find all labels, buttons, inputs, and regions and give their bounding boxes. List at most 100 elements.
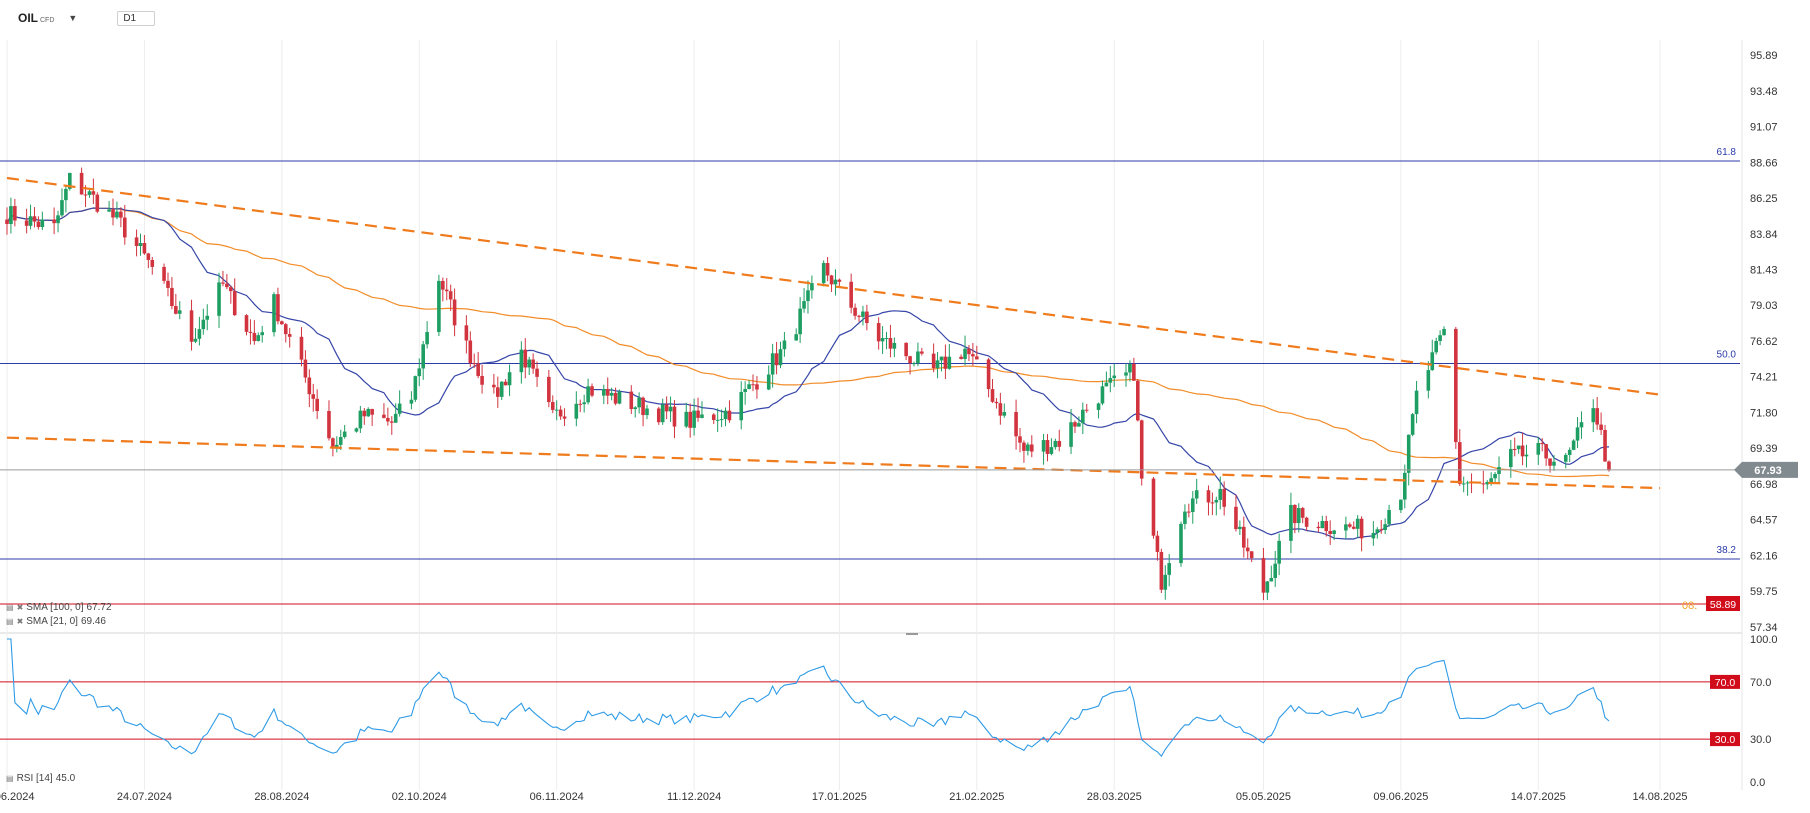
- candle-up: [778, 349, 783, 366]
- candle-down: [1304, 517, 1309, 527]
- indicator-settings-icon[interactable]: ▤: [6, 617, 14, 626]
- candle-up: [499, 381, 504, 397]
- candle-up: [87, 191, 92, 195]
- candle-up: [425, 332, 429, 345]
- x-tick-label: 05.05.2025: [1236, 791, 1291, 803]
- candle-down: [931, 353, 936, 369]
- candle-down: [998, 403, 1003, 416]
- candle-down: [331, 438, 335, 447]
- candle-up: [1100, 386, 1105, 404]
- candle-up: [1493, 473, 1497, 479]
- candle-up: [782, 340, 787, 350]
- candle-down: [1379, 529, 1384, 531]
- candle-up: [947, 356, 952, 369]
- candle-up: [519, 349, 524, 373]
- candle-down: [967, 348, 971, 355]
- candle-down: [52, 219, 56, 224]
- close-icon[interactable]: ✖: [16, 603, 24, 612]
- candle-up: [1238, 526, 1242, 530]
- candle-down: [755, 384, 759, 390]
- candle-up: [1179, 523, 1183, 564]
- candle-up: [342, 431, 347, 438]
- candle-up: [1277, 540, 1281, 564]
- candle-up: [1465, 482, 1470, 484]
- indicator-settings-icon[interactable]: ▤: [6, 603, 14, 612]
- level-time-label: 08:: [1682, 600, 1697, 612]
- candle-down: [1045, 440, 1050, 454]
- y-tick-label: 71.80: [1750, 407, 1778, 419]
- candle-down: [476, 363, 480, 376]
- candle-down: [1548, 458, 1552, 466]
- candle-up: [609, 392, 614, 396]
- x-tick-label: 28.08.2024: [254, 791, 309, 803]
- candle-down: [1155, 535, 1160, 552]
- candle-down: [986, 359, 991, 390]
- candle-down: [1022, 442, 1026, 451]
- candle-up: [358, 410, 363, 429]
- candle-down: [1512, 448, 1517, 450]
- candle-up: [60, 200, 64, 216]
- candle-up: [645, 408, 649, 416]
- candle-down: [959, 356, 963, 359]
- candle-down: [857, 315, 861, 317]
- candle-down: [252, 332, 257, 342]
- candle-up: [1567, 449, 1572, 455]
- x-tick-label: 14.08.2025: [1632, 791, 1687, 803]
- candle-down: [994, 401, 999, 404]
- candle-down: [1159, 551, 1164, 590]
- candle-up: [1461, 483, 1466, 485]
- candle-up: [115, 211, 119, 218]
- candle-down: [853, 307, 857, 316]
- rsi-level-tag: [1710, 732, 1740, 747]
- candle-up: [1375, 529, 1380, 533]
- y-tick-label: 93.48: [1750, 86, 1778, 98]
- candle-up: [1536, 443, 1541, 455]
- x-tick-label: 09.06.2025: [1373, 791, 1428, 803]
- candle-up: [335, 444, 339, 447]
- candle-down: [311, 394, 316, 399]
- rsi-level-tag: [1710, 674, 1740, 689]
- candle-up: [338, 437, 343, 445]
- candle-up: [1571, 440, 1576, 450]
- candle-up: [1442, 328, 1446, 336]
- candle-down: [1018, 436, 1022, 443]
- candle-down: [1014, 412, 1018, 437]
- candle-up: [1552, 461, 1556, 466]
- candle-up: [205, 315, 210, 320]
- indicator-settings-icon[interactable]: ▤: [6, 774, 14, 783]
- candle-down: [613, 392, 618, 404]
- candle-up: [1269, 577, 1274, 582]
- candle-down: [503, 381, 508, 386]
- timeframe-select[interactable]: D1: [117, 10, 156, 26]
- candle-up: [1320, 521, 1325, 529]
- close-icon[interactable]: ✖: [16, 617, 24, 626]
- candle-down: [535, 368, 539, 377]
- candle-up: [1399, 499, 1403, 511]
- symbol-name[interactable]: OIL CFD: [18, 11, 55, 25]
- candle-down: [79, 172, 84, 195]
- candle-down: [1481, 483, 1486, 485]
- candle-down: [1520, 445, 1525, 457]
- candle-down: [1132, 364, 1136, 381]
- candle-up: [1489, 478, 1493, 483]
- candle-down: [287, 334, 292, 337]
- sma-100-line: [6, 207, 1610, 478]
- candle-up: [1273, 563, 1278, 578]
- candle-up: [637, 397, 641, 408]
- candle-down: [547, 376, 551, 403]
- rsi-line: [7, 638, 1610, 758]
- candle-down: [1348, 524, 1352, 527]
- candle-up: [617, 391, 622, 404]
- candle-down: [629, 391, 634, 410]
- y-tick-label: 57.34: [1750, 622, 1778, 634]
- candle-down: [656, 408, 661, 423]
- candle-down: [1328, 531, 1332, 534]
- candle-down: [523, 349, 528, 368]
- candle-up: [1406, 434, 1411, 473]
- candle-down: [641, 397, 645, 416]
- candle-down: [971, 354, 975, 357]
- candle-up: [884, 338, 889, 340]
- candle-up: [393, 413, 398, 423]
- symbol-dropdown-icon[interactable]: ▼: [68, 13, 78, 23]
